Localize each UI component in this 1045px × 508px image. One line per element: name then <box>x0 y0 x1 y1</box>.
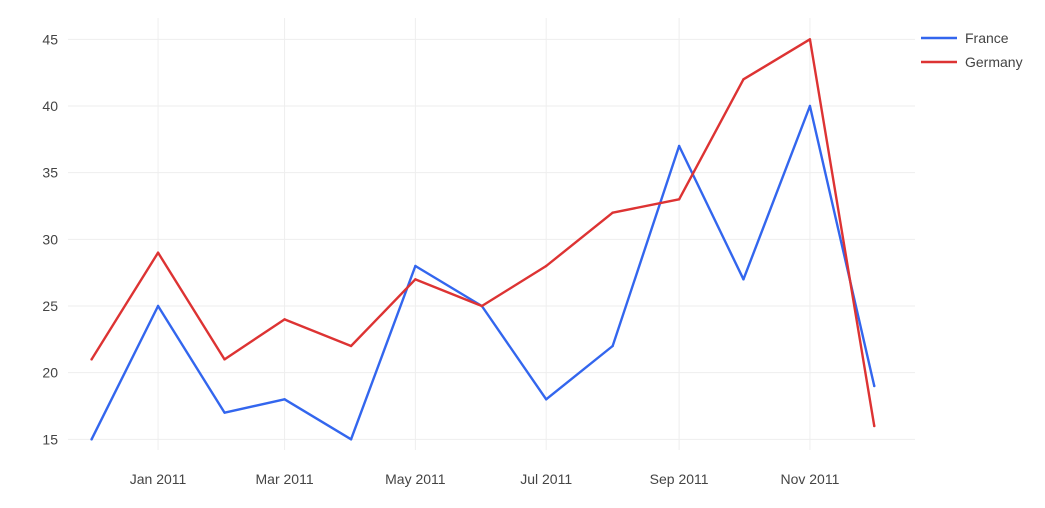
data-point-france <box>677 144 681 148</box>
data-point-germany <box>283 318 286 321</box>
data-point-france <box>349 438 353 441</box>
x-tick-label: Sep 2011 <box>650 471 709 487</box>
data-point-france <box>544 398 548 401</box>
y-tick-label: 20 <box>42 365 58 381</box>
data-point-france <box>156 304 160 308</box>
data-point-germany <box>90 358 93 361</box>
data-point-germany <box>349 344 353 348</box>
data-point-france <box>808 104 812 108</box>
data-point-germany <box>544 264 548 268</box>
x-tick-label: Mar 2011 <box>256 471 314 487</box>
data-point-germany <box>742 78 745 81</box>
legend[interactable]: France Germany <box>921 30 1023 70</box>
legend-item-germany[interactable]: Germany <box>921 54 1023 70</box>
y-tick-label: 40 <box>42 98 58 114</box>
data-point-germany <box>480 304 484 308</box>
data-point-france <box>873 384 876 388</box>
data-point-france <box>90 438 93 441</box>
y-tick-label: 45 <box>42 31 58 47</box>
data-point-germany <box>873 424 876 428</box>
legend-item-france[interactable]: France <box>921 30 1009 46</box>
series-lines <box>90 38 876 441</box>
legend-label: France <box>965 30 1009 46</box>
x-tick-label: Nov 2011 <box>780 471 839 487</box>
data-point-germany <box>611 211 614 214</box>
series-line-germany <box>90 38 876 428</box>
x-axis: Jan 2011 Mar 2011 May 2011 Jul 2011 Sep 2011… <box>130 471 840 487</box>
data-point-germany <box>677 198 681 201</box>
y-tick-label: 30 <box>42 231 58 247</box>
series-line-france <box>90 104 876 441</box>
y-tick-label: 25 <box>42 298 58 314</box>
grid <box>68 18 915 450</box>
data-point-germany <box>156 251 160 254</box>
x-tick-label: Jan 2011 <box>130 471 187 487</box>
data-point-germany <box>808 38 812 41</box>
y-tick-label: 35 <box>42 165 58 181</box>
legend-label: Germany <box>965 54 1023 70</box>
data-point-france <box>742 278 745 281</box>
data-point-france <box>223 411 226 414</box>
data-point-germany <box>414 278 417 281</box>
data-point-france <box>414 264 417 268</box>
data-point-germany <box>223 358 226 361</box>
data-point-france <box>611 344 614 348</box>
x-tick-label: Jul 2011 <box>520 471 572 487</box>
data-point-france <box>283 398 286 401</box>
x-tick-label: May 2011 <box>385 471 446 487</box>
y-tick-label: 15 <box>42 431 58 447</box>
y-axis: 15 20 25 30 35 40 45 <box>42 31 58 447</box>
